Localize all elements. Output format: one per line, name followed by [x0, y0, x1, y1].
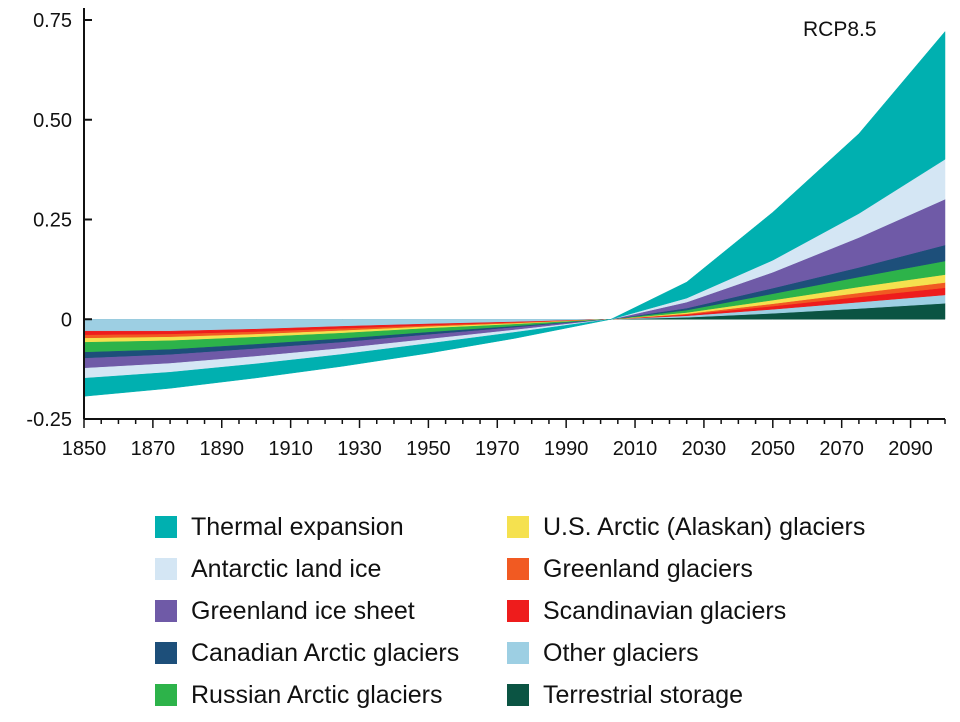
x-tick-label: 1930: [337, 438, 382, 460]
legend-item-other-glaciers: Other glaciers: [507, 632, 699, 674]
y-tick-label: 0: [61, 309, 72, 331]
legend-swatch: [155, 558, 177, 580]
legend-swatch: [507, 600, 529, 622]
x-tick-label: 1970: [475, 438, 520, 460]
legend-swatch: [155, 684, 177, 706]
axes-group: -0.25 0 0.25 0.50 0.75 1850 1870 1890 1910 1930 19…: [26, 8, 946, 460]
x-tick-label: 1990: [544, 438, 589, 460]
legend: Thermal expansion Antarctic land ice Gre…: [155, 506, 915, 716]
legend-swatch: [155, 642, 177, 664]
y-tick-label: 0.75: [33, 10, 72, 32]
x-tick-label: 1910: [268, 438, 313, 460]
legend-label: Scandinavian glaciers: [543, 596, 787, 625]
legend-swatch: [507, 516, 529, 538]
legend-label: Russian Arctic glaciers: [191, 680, 443, 709]
x-tick-label: 1870: [131, 438, 176, 460]
legend-label: Other glaciers: [543, 638, 699, 667]
x-tick-label: 1850: [62, 438, 107, 460]
legend-label: Terrestrial storage: [543, 680, 744, 709]
scenario-annotation: RCP8.5: [803, 18, 877, 41]
legend-item-thermal-expansion: Thermal expansion: [155, 506, 404, 548]
legend-label: Greenland ice sheet: [191, 596, 415, 625]
legend-item-us-arctic-alaskan-glaciers: U.S. Arctic (Alaskan) glaciers: [507, 506, 865, 548]
legend-swatch: [155, 516, 177, 538]
stacked-area-chart: -0.25 0 0.25 0.50 0.75 1850 1870 1890 1910 1930 19…: [26, 8, 946, 460]
legend-item-canadian-arctic-glaciers: Canadian Arctic glaciers: [155, 632, 459, 674]
area-thermal-expansion: [83, 30, 946, 397]
legend-item-antarctic-land-ice: Antarctic land ice: [155, 548, 381, 590]
legend-label: Thermal expansion: [191, 512, 404, 541]
legend-swatch: [507, 642, 529, 664]
legend-item-greenland-ice-sheet: Greenland ice sheet: [155, 590, 415, 632]
x-tick-label: 1950: [406, 438, 451, 460]
legend-label: U.S. Arctic (Alaskan) glaciers: [543, 512, 866, 541]
area-series-group: [83, 30, 946, 397]
legend-item-terrestrial-storage: Terrestrial storage: [507, 674, 743, 716]
legend-swatch: [507, 558, 529, 580]
x-tick-label: 2030: [682, 438, 727, 460]
x-tick-label: 2050: [751, 438, 796, 460]
legend-label: Greenland glaciers: [543, 554, 753, 583]
y-tick-label: 0.25: [33, 210, 72, 232]
legend-item-scandinavian-glaciers: Scandinavian glaciers: [507, 590, 786, 632]
x-tick-label: 2090: [888, 438, 933, 460]
x-tick-label: 2070: [819, 438, 864, 460]
x-tick-label: 1890: [200, 438, 245, 460]
y-tick-label: -0.25: [26, 409, 72, 431]
legend-item-russian-arctic-glaciers: Russian Arctic glaciers: [155, 674, 442, 716]
legend-item-greenland-glaciers: Greenland glaciers: [507, 548, 753, 590]
legend-label: Antarctic land ice: [191, 554, 382, 583]
legend-swatch: [507, 684, 529, 706]
x-tick-label: 2010: [613, 438, 658, 460]
legend-swatch: [155, 600, 177, 622]
legend-label: Canadian Arctic glaciers: [191, 638, 460, 667]
y-tick-label: 0.50: [33, 110, 72, 132]
